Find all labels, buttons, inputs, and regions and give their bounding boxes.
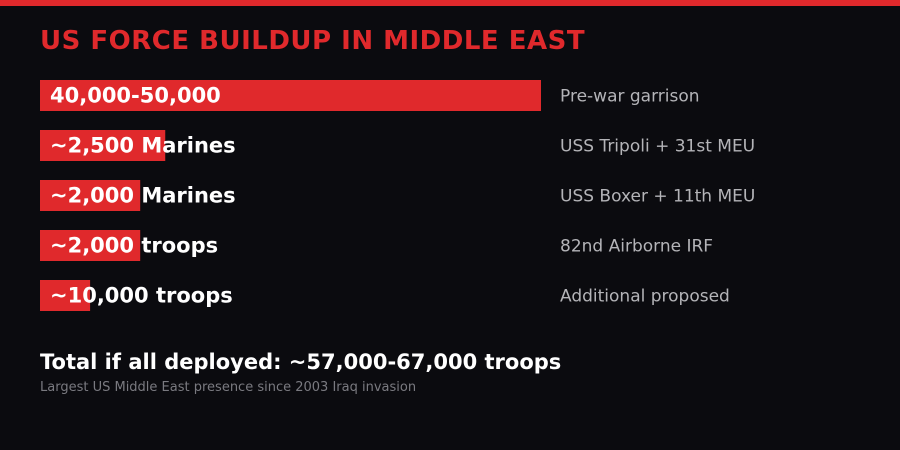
bar-description: Additional proposed: [560, 287, 730, 307]
top-accent-bar: [0, 0, 900, 6]
bar-label: ~2,000 Marines: [50, 184, 236, 208]
bar: [40, 180, 141, 211]
bar: [40, 130, 166, 161]
total-summary: Total if all deployed: ~57,000-67,000 tr…: [40, 350, 562, 374]
bar: [40, 80, 541, 111]
bar: [40, 230, 141, 261]
bar-description: USS Boxer + 11th MEU: [560, 187, 755, 207]
bar-label: ~2,500 Marines: [50, 134, 236, 158]
bar-label: 40,000-50,000: [50, 84, 221, 108]
bar-description: 82nd Airborne IRF: [560, 237, 713, 257]
bar-description: USS Tripoli + 31st MEU: [560, 137, 755, 157]
bar-description: Pre-war garrison: [560, 87, 700, 107]
chart-title: US FORCE BUILDUP IN MIDDLE EAST: [40, 26, 586, 56]
bar: [40, 280, 91, 311]
bar-label: ~10,000 troops: [50, 284, 233, 308]
chart-subtitle: Largest US Middle East presence since 20…: [40, 380, 417, 395]
bar-label: ~2,000 troops: [50, 234, 218, 258]
